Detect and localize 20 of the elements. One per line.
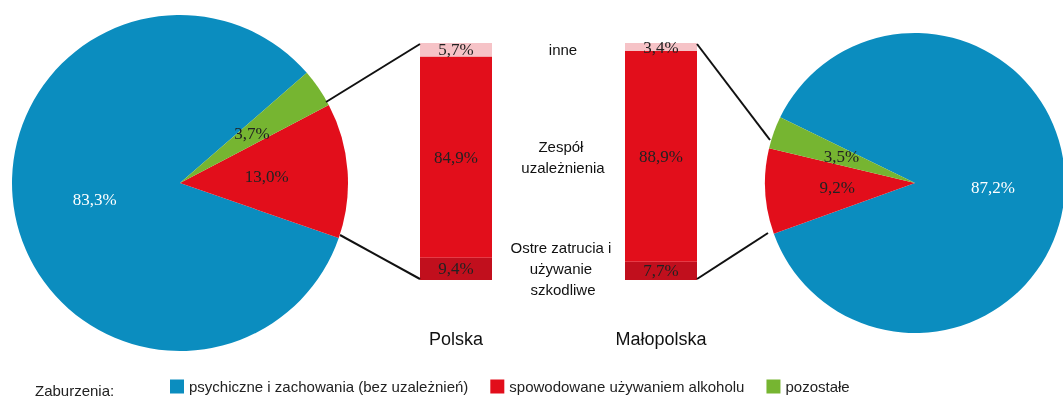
data-label: 9,4%	[438, 259, 474, 279]
data-label: 83,3%	[72, 190, 117, 210]
x-tick-label: Polska	[428, 329, 484, 349]
data-label: 84,9%	[434, 147, 478, 167]
data-label: 7,7%	[643, 261, 679, 281]
data-label: 3,5%	[823, 147, 860, 167]
series-label: Ostre zatrucia i używanie szkodliwe	[510, 239, 616, 299]
data-label: 9,2%	[819, 177, 855, 197]
data-label: 3,7%	[234, 124, 270, 144]
text: inne	[548, 41, 578, 59]
data-label: 87,2%	[970, 177, 1015, 197]
x-tick-label: Małopolska	[615, 329, 708, 349]
data-label: 88,9%	[639, 146, 683, 166]
data-label: 5,7%	[438, 40, 474, 60]
legend-label: pozostałe	[785, 378, 850, 395]
series-label: Zespół uzależnienia	[521, 138, 606, 177]
legend-title: Zaburzenia:	[35, 382, 115, 399]
legend-label: psychiczne i zachowania (bez uzależnień)	[189, 378, 469, 395]
data-label: 13,0%	[244, 167, 289, 187]
legend-label: spowodowane używaniem alkoholu	[509, 378, 745, 395]
